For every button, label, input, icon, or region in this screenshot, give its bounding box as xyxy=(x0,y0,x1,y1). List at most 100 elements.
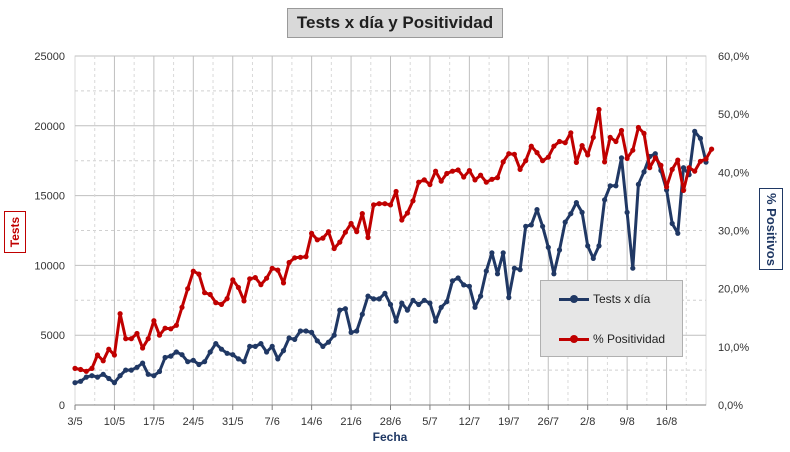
legend: Tests x día % Positividad xyxy=(540,280,683,357)
data-point-positividad xyxy=(258,282,264,288)
data-point-tests xyxy=(72,380,78,386)
data-point-positividad xyxy=(320,235,326,241)
y-left-tick-label: 5000 xyxy=(41,330,65,342)
data-point-positividad xyxy=(309,230,315,236)
data-point-positividad xyxy=(506,151,512,157)
data-point-tests xyxy=(478,293,484,299)
data-point-tests xyxy=(433,318,439,324)
data-point-tests xyxy=(641,169,647,175)
data-point-positividad xyxy=(117,311,123,317)
data-point-tests xyxy=(416,301,422,308)
data-point-positividad xyxy=(540,158,546,164)
x-tick-label: 19/7 xyxy=(498,416,519,428)
data-point-tests xyxy=(421,297,427,303)
data-point-tests xyxy=(635,181,642,187)
data-point-tests xyxy=(196,361,202,368)
data-point-positividad xyxy=(410,198,416,204)
y-right-tick-label: 30,0% xyxy=(718,226,749,238)
x-tick-label: 26/7 xyxy=(538,416,559,428)
data-point-positividad xyxy=(111,352,117,358)
data-point-positividad xyxy=(444,170,450,177)
data-point-tests xyxy=(173,349,179,355)
data-point-positividad xyxy=(585,152,591,158)
legend-swatch-tests xyxy=(559,291,589,307)
y-axis-left-label: Tests xyxy=(4,211,26,253)
data-point-tests xyxy=(235,356,241,362)
y-right-tick-label: 0,0% xyxy=(718,400,743,412)
data-point-tests xyxy=(523,223,529,229)
data-point-positividad xyxy=(641,130,647,136)
data-point-tests xyxy=(404,307,410,313)
data-point-tests xyxy=(128,367,134,373)
data-point-positividad xyxy=(523,158,529,164)
y-left-tick-label: 0 xyxy=(59,400,65,412)
data-point-positividad xyxy=(590,134,596,140)
data-point-tests xyxy=(528,222,534,228)
x-tick-label: 24/5 xyxy=(183,416,204,428)
data-point-positividad xyxy=(596,106,602,113)
data-point-tests xyxy=(325,339,332,345)
data-point-positividad xyxy=(179,304,185,310)
data-point-positividad xyxy=(658,162,664,168)
data-point-tests xyxy=(309,329,315,335)
data-point-positividad xyxy=(404,210,410,216)
data-point-positividad xyxy=(635,124,642,131)
data-point-positividad xyxy=(252,275,258,281)
data-point-tests xyxy=(607,183,613,189)
data-point-tests xyxy=(399,300,405,306)
data-point-positividad xyxy=(371,202,377,208)
x-tick-label: 3/5 xyxy=(67,416,82,428)
data-point-tests xyxy=(269,343,275,349)
data-point-tests xyxy=(556,247,563,253)
data-point-tests xyxy=(94,374,101,380)
y-right-tick-label: 10,0% xyxy=(718,342,749,354)
x-tick-label: 5/7 xyxy=(422,416,437,428)
data-point-positividad xyxy=(399,217,405,223)
data-point-tests xyxy=(387,301,394,308)
data-point-positividad xyxy=(472,177,478,183)
data-point-positividad xyxy=(94,352,101,358)
data-point-tests xyxy=(630,265,636,271)
data-point-tests xyxy=(241,359,247,365)
data-point-positividad xyxy=(100,358,106,364)
data-point-positividad xyxy=(697,158,704,164)
data-point-tests xyxy=(449,278,456,284)
data-point-positividad xyxy=(607,134,613,140)
data-point-tests xyxy=(162,354,168,361)
data-point-positividad xyxy=(280,280,287,286)
data-point-tests xyxy=(506,294,512,301)
data-point-positividad xyxy=(489,176,495,182)
data-point-positividad xyxy=(230,277,236,283)
data-point-positividad xyxy=(680,187,687,193)
data-point-tests xyxy=(331,332,337,338)
data-point-tests xyxy=(207,349,213,355)
data-point-tests xyxy=(292,336,298,342)
data-point-positividad xyxy=(78,366,84,373)
data-point-positividad xyxy=(235,284,241,291)
data-point-tests xyxy=(224,350,230,356)
x-tick-label: 9/8 xyxy=(619,416,634,428)
data-point-positividad xyxy=(303,254,309,260)
data-point-tests xyxy=(213,341,219,347)
data-point-tests xyxy=(472,304,478,310)
data-point-positividad xyxy=(342,229,348,235)
data-point-tests xyxy=(168,353,174,359)
data-point-tests xyxy=(348,329,354,335)
data-point-positividad xyxy=(602,159,608,165)
data-point-tests xyxy=(692,128,698,134)
data-point-positividad xyxy=(483,179,489,185)
data-point-positividad xyxy=(652,155,658,161)
data-point-tests xyxy=(106,375,112,382)
data-point-tests xyxy=(669,220,675,227)
data-point-positividad xyxy=(354,229,360,235)
data-point-tests xyxy=(579,209,585,215)
data-point-tests xyxy=(123,367,129,373)
data-point-tests xyxy=(500,250,506,256)
data-point-positividad xyxy=(438,178,444,184)
data-point-tests xyxy=(202,359,208,365)
data-point-positividad xyxy=(156,332,163,338)
data-point-positividad xyxy=(128,336,134,342)
data-point-positividad xyxy=(218,301,225,307)
y-left-tick-label: 10000 xyxy=(34,260,65,272)
